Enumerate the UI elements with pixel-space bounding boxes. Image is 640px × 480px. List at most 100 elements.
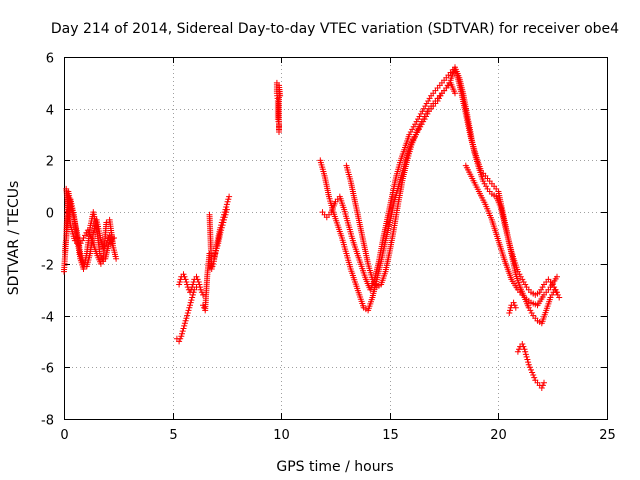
data-point bbox=[113, 255, 120, 262]
data-point bbox=[507, 304, 514, 311]
data-point bbox=[197, 286, 204, 293]
data-point bbox=[524, 356, 531, 363]
data-point bbox=[410, 123, 417, 130]
data-point bbox=[512, 304, 519, 311]
data-point bbox=[184, 281, 191, 288]
data-point bbox=[516, 271, 523, 278]
x-tick-label: 5 bbox=[169, 428, 177, 443]
data-point bbox=[531, 374, 538, 381]
data-point bbox=[219, 222, 226, 229]
data-point bbox=[539, 382, 546, 389]
data-point bbox=[217, 229, 224, 236]
grid bbox=[64, 57, 607, 419]
data-point bbox=[521, 346, 528, 353]
y-tick-label: 2 bbox=[46, 155, 54, 170]
data-point bbox=[519, 341, 526, 347]
data-point bbox=[210, 260, 217, 267]
data-point bbox=[79, 237, 86, 244]
data-point bbox=[212, 250, 219, 257]
y-tick-label: -4 bbox=[41, 311, 54, 326]
series-early-c bbox=[63, 185, 117, 267]
series-main-d bbox=[462, 162, 560, 309]
series-tail-b bbox=[506, 299, 519, 316]
data-point bbox=[556, 294, 563, 301]
data-point bbox=[511, 302, 518, 309]
data-point bbox=[525, 361, 532, 368]
data-point bbox=[181, 320, 188, 327]
data-point bbox=[77, 240, 84, 247]
data-point bbox=[214, 242, 221, 249]
data-point bbox=[452, 90, 458, 97]
data-point bbox=[211, 253, 218, 260]
data-point bbox=[221, 216, 227, 223]
data-point bbox=[554, 289, 560, 296]
data-point bbox=[185, 307, 192, 314]
data-point bbox=[527, 307, 534, 314]
data-point bbox=[525, 359, 532, 366]
data-point bbox=[522, 281, 529, 288]
series-tail-a bbox=[514, 341, 547, 391]
y-tick-label: -8 bbox=[41, 414, 54, 429]
series-spike bbox=[273, 79, 284, 135]
data-point bbox=[538, 385, 545, 391]
data-point bbox=[182, 276, 189, 283]
data-point bbox=[176, 279, 183, 285]
x-tick-label: 10 bbox=[273, 428, 290, 443]
data-point bbox=[425, 98, 432, 104]
series-main-c bbox=[343, 79, 458, 291]
chart-title: Day 214 of 2014, Sidereal Day-to-day VTE… bbox=[51, 21, 619, 37]
data-point bbox=[183, 315, 190, 322]
data-point bbox=[480, 178, 487, 185]
data-point bbox=[224, 198, 231, 205]
x-axis-label: GPS time / hours bbox=[276, 459, 393, 475]
data-point bbox=[549, 291, 555, 298]
y-tick-label: 0 bbox=[46, 207, 54, 222]
data-point bbox=[200, 291, 206, 298]
data-point bbox=[180, 271, 187, 278]
data-point bbox=[222, 211, 229, 218]
series-early-b bbox=[62, 196, 116, 272]
axis-ticks bbox=[64, 57, 608, 420]
data-point bbox=[536, 289, 543, 296]
data-point bbox=[210, 255, 217, 262]
data-point bbox=[187, 302, 193, 309]
data-point bbox=[189, 294, 196, 301]
x-tick-label: 15 bbox=[382, 428, 399, 443]
data-point bbox=[189, 284, 196, 291]
data-point bbox=[507, 307, 513, 314]
data-point bbox=[552, 286, 559, 293]
series-mid-e bbox=[210, 206, 230, 262]
data-point bbox=[523, 353, 530, 360]
data-point bbox=[179, 330, 185, 337]
data-point bbox=[109, 240, 116, 247]
x-tick-label: 0 bbox=[60, 428, 68, 443]
data-point bbox=[197, 284, 204, 291]
data-point bbox=[178, 333, 185, 340]
data-point bbox=[506, 310, 513, 316]
data-point bbox=[193, 273, 200, 280]
data-point bbox=[526, 364, 533, 371]
data-point bbox=[530, 372, 537, 378]
data-point bbox=[423, 110, 429, 117]
series-mid-b bbox=[176, 271, 206, 298]
data-point bbox=[554, 291, 561, 298]
data-point bbox=[184, 312, 191, 319]
data-point bbox=[519, 276, 526, 283]
y-tick-label: 4 bbox=[46, 104, 54, 119]
data-point bbox=[520, 343, 527, 350]
data-point bbox=[181, 273, 188, 280]
data-point bbox=[220, 219, 227, 226]
data-point bbox=[82, 232, 88, 239]
data-point bbox=[111, 235, 117, 241]
series-main-b bbox=[319, 66, 560, 298]
data-point bbox=[196, 281, 203, 288]
data-point bbox=[201, 304, 208, 311]
data-point bbox=[187, 289, 193, 296]
data-point bbox=[416, 113, 423, 120]
data-point bbox=[510, 299, 517, 306]
data-point bbox=[218, 224, 225, 231]
y-tick-label: -2 bbox=[41, 259, 54, 274]
data-point bbox=[180, 325, 187, 332]
data-point bbox=[421, 113, 428, 120]
